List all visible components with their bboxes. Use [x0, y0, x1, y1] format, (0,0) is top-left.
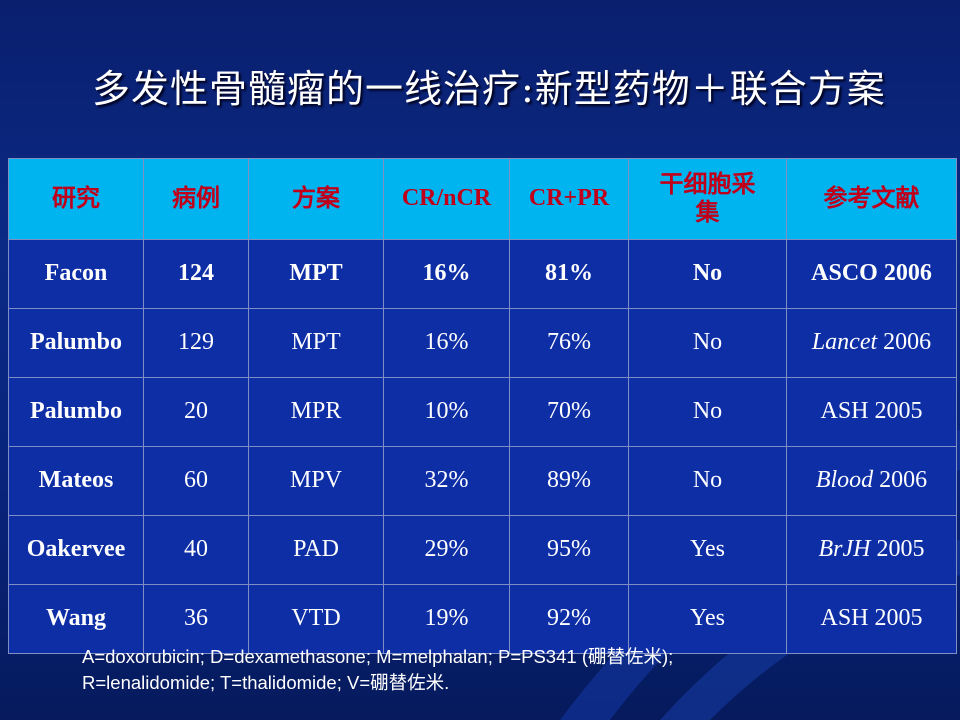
cell-cr-pr: 95%: [509, 515, 629, 585]
header-regimen: 方案: [248, 158, 384, 240]
cell-cases: 20: [143, 377, 249, 447]
cell-cr-pr: 76%: [509, 308, 629, 378]
cell-cr-pr: 92%: [509, 584, 629, 654]
slide-title: 多发性骨髓瘤的一线治疗:新型药物＋联合方案: [92, 67, 886, 111]
cell-cr-pr: 70%: [509, 377, 629, 447]
cell-cr-ncr: 10%: [383, 377, 510, 447]
cell-regimen: VTD: [248, 584, 384, 654]
header-reference: 参考文献: [786, 158, 957, 240]
cell-stem-cell: No: [628, 308, 787, 378]
cell-stem-cell: No: [628, 446, 787, 516]
cell-stem-cell: Yes: [628, 515, 787, 585]
ref-year: 2005: [870, 536, 925, 563]
cell-regimen: MPR: [248, 377, 384, 447]
ref-year: 2006: [877, 329, 932, 356]
header-cr-pr: CR+PR: [509, 158, 629, 240]
cell-cases: 124: [143, 239, 249, 309]
cell-regimen: MPT: [248, 308, 384, 378]
cell-reference: ASH 2005: [786, 584, 957, 654]
table-row: Wang 36 VTD 19% 92% Yes ASH 2005: [8, 584, 957, 654]
cell-cr-pr: 81%: [509, 239, 629, 309]
table-row: Palumbo 20 MPR 10% 70% No ASH 2005: [8, 377, 957, 447]
cell-stem-cell: Yes: [628, 584, 787, 654]
header-cr-ncr: CR/nCR: [383, 158, 510, 240]
cell-cr-ncr: 32%: [383, 446, 510, 516]
cell-study: Palumbo: [8, 308, 144, 378]
ref-journal: Lancet: [811, 329, 878, 356]
ref-year: ASH 2005: [820, 398, 923, 425]
cell-reference: ASH 2005: [786, 377, 957, 447]
cell-cr-ncr: 29%: [383, 515, 510, 585]
table-row: Oakervee 40 PAD 29% 95% Yes BrJH 2005: [8, 515, 957, 585]
cell-cr-ncr: 16%: [383, 239, 510, 309]
header-cases: 病例: [143, 158, 249, 240]
table-row: Mateos 60 MPV 32% 89% No Blood 2006: [8, 446, 957, 516]
cell-regimen: PAD: [248, 515, 384, 585]
cell-reference: ASCO 2006: [786, 239, 957, 309]
cell-reference: Lancet 2006: [786, 308, 957, 378]
table-header-row: 研究 病例 方案 CR/nCR CR+PR 干细胞采集 参考文献: [8, 158, 957, 240]
ref-journal: BrJH: [818, 536, 871, 563]
cell-cases: 129: [143, 308, 249, 378]
ref-year: ASH 2005: [820, 605, 923, 632]
table-row: Facon 124 MPT 16% 81% No ASCO 2006: [8, 239, 957, 309]
ref-journal: Blood: [815, 467, 874, 494]
abbreviation-footnote: A=doxorubicin; D=dexamethasone; M=melpha…: [82, 644, 942, 696]
cell-cases: 60: [143, 446, 249, 516]
cell-regimen: MPT: [248, 239, 384, 309]
results-table: 研究 病例 方案 CR/nCR CR+PR 干细胞采集 参考文献 Facon 1…: [8, 158, 957, 654]
cell-reference: Blood 2006: [786, 446, 957, 516]
cell-study: Mateos: [8, 446, 144, 516]
ref-year: ASCO 2006: [811, 260, 932, 287]
cell-stem-cell: No: [628, 239, 787, 309]
cell-study: Oakervee: [8, 515, 144, 585]
cell-cr-ncr: 19%: [383, 584, 510, 654]
cell-cr-pr: 89%: [509, 446, 629, 516]
cell-study: Facon: [8, 239, 144, 309]
cell-cases: 40: [143, 515, 249, 585]
header-study: 研究: [8, 158, 144, 240]
cell-regimen: MPV: [248, 446, 384, 516]
cell-stem-cell: No: [628, 377, 787, 447]
footnote-line-1: A=doxorubicin; D=dexamethasone; M=melpha…: [82, 646, 674, 667]
cell-cr-ncr: 16%: [383, 308, 510, 378]
header-stem-cell: 干细胞采集: [628, 158, 787, 240]
ref-year: 2006: [873, 467, 928, 494]
cell-study: Palumbo: [8, 377, 144, 447]
table-row: Palumbo 129 MPT 16% 76% No Lancet 2006: [8, 308, 957, 378]
cell-reference: BrJH 2005: [786, 515, 957, 585]
footnote-line-2: R=lenalidomide; T=thalidomide; V=硼替佐米.: [82, 672, 450, 693]
